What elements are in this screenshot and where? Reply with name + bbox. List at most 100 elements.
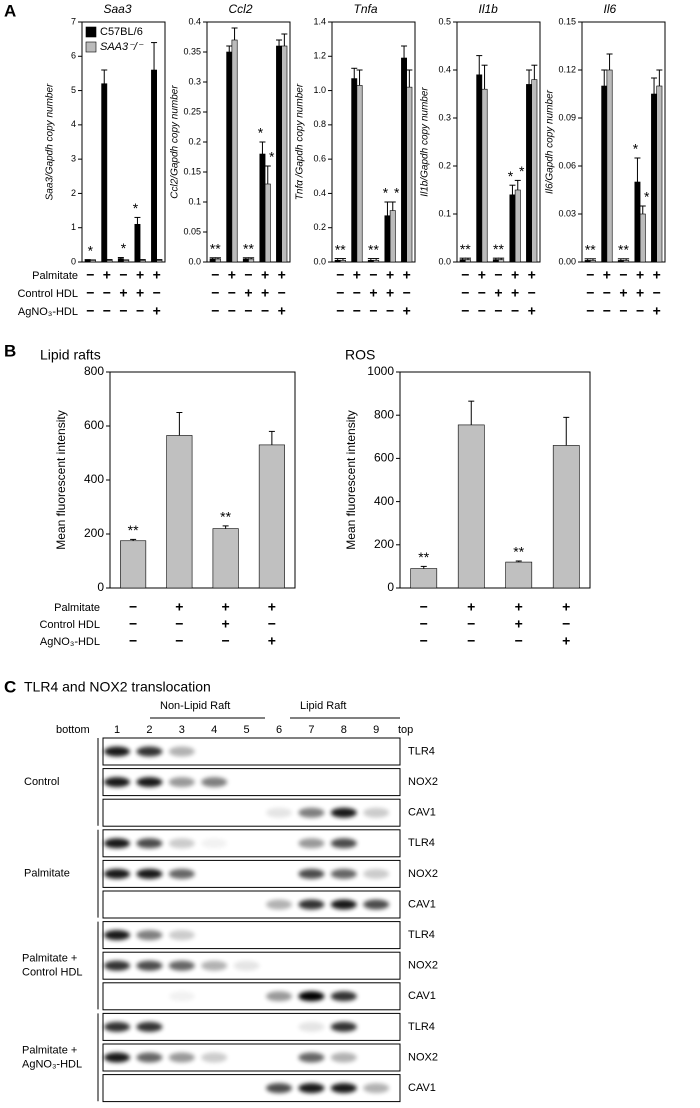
band-label: CAV1 (408, 990, 436, 1002)
bar (589, 260, 596, 263)
band-label: TLR4 (408, 837, 435, 849)
blot-band (266, 899, 292, 910)
bar (84, 259, 91, 263)
treatment-mark: − (369, 267, 377, 283)
chart-title: Lipid rafts (40, 347, 101, 363)
treatment-label: AgNO₃-HDL (40, 636, 100, 648)
blot-strip (102, 737, 401, 766)
y-axis-label: Saa3/Gapdh copy number (45, 83, 56, 200)
group-label: Palmitate + (22, 953, 77, 965)
treatment-mark: − (211, 303, 219, 319)
band-label: CAV1 (408, 1082, 436, 1094)
blot-band (298, 991, 325, 1002)
blot-band (104, 868, 130, 879)
y-tick-label: 0.1 (188, 196, 201, 206)
bar (166, 435, 193, 589)
blot-band (168, 930, 195, 941)
y-tick-label: 800 (84, 364, 104, 378)
blot-band (363, 868, 390, 879)
y-axis-label: Il6/Gapdh copy number (545, 89, 556, 194)
blot-band (330, 1021, 357, 1032)
treatment-mark: − (386, 303, 394, 319)
blot-band (168, 746, 195, 757)
y-tick-label: 0.35 (183, 46, 201, 56)
lane-number: 6 (276, 724, 282, 736)
blot-band (298, 868, 325, 879)
lane-number: 4 (211, 724, 217, 736)
treatment-mark: + (228, 267, 236, 283)
bar (410, 568, 438, 589)
bar (601, 85, 608, 263)
band-label: TLR4 (408, 1021, 435, 1033)
treatment-mark: − (129, 599, 137, 615)
blot-band (136, 746, 163, 757)
treatment-mark: − (653, 285, 661, 301)
chart-title: ROS (345, 347, 375, 363)
y-tick-label: 200 (374, 537, 394, 551)
treatment-mark: + (478, 267, 486, 283)
treatment-mark: − (86, 303, 94, 319)
y-tick-label: 0.15 (558, 16, 576, 26)
y-tick-label: 0 (387, 580, 394, 594)
blot-band (168, 838, 195, 849)
y-tick-label: 0.0 (188, 256, 201, 266)
treatment-mark: − (511, 303, 519, 319)
blot-band (330, 1083, 357, 1094)
bar (406, 86, 413, 263)
lane-number: 9 (373, 724, 379, 736)
blot-band (136, 777, 163, 788)
treatment-mark: + (403, 267, 411, 283)
significance: * (644, 189, 650, 205)
treatment-mark: − (586, 285, 594, 301)
y-tick-label: 0.06 (558, 160, 576, 170)
y-tick-label: 5 (71, 85, 76, 95)
significance: ** (460, 241, 471, 257)
treatment-mark: − (175, 633, 183, 649)
treatment-mark: − (261, 303, 269, 319)
y-tick-label: 6 (71, 51, 76, 61)
y-tick-label: 0.05 (183, 226, 201, 236)
region-label: Non-Lipid Raft (160, 700, 230, 712)
treatment-mark: − (175, 616, 183, 632)
treatment-mark: + (528, 303, 536, 319)
y-tick-label: 0.8 (313, 119, 326, 129)
treatment-label: Palmitate (32, 270, 78, 282)
treatment-mark: − (478, 303, 486, 319)
y-tick-label: 7 (71, 16, 76, 26)
y-tick-label: 1.0 (313, 85, 326, 95)
treatment-mark: + (386, 285, 394, 301)
treatment-mark: − (478, 285, 486, 301)
y-tick-label: 0.2 (313, 222, 326, 232)
significance: ** (585, 242, 596, 258)
legend-swatch (85, 41, 97, 53)
treatment-mark: + (386, 267, 394, 283)
blot-band (136, 930, 163, 941)
y-tick-label: 0 (97, 580, 104, 594)
blot-band (136, 960, 163, 971)
y-tick-label: 0.2 (188, 136, 201, 146)
y-tick-label: 3 (71, 154, 76, 164)
treatment-mark: + (353, 267, 361, 283)
panel-label: B (4, 341, 16, 360)
bar (623, 260, 630, 263)
treatment-mark: + (175, 599, 183, 615)
bar (226, 51, 233, 263)
treatment-mark: − (86, 285, 94, 301)
bar (639, 213, 646, 263)
blot-band (201, 960, 228, 971)
y-tick-label: 0.3 (188, 76, 201, 86)
chart-title: Il6 (604, 2, 617, 16)
blot-band (330, 1052, 357, 1063)
treatment-mark: − (129, 633, 137, 649)
treatment-mark: + (136, 285, 144, 301)
bar (259, 153, 266, 263)
y-tick-label: 0.25 (183, 106, 201, 116)
bar (584, 260, 591, 263)
bar (134, 223, 141, 263)
treatment-mark: − (461, 285, 469, 301)
significance: ** (513, 544, 524, 560)
blot-band (201, 1052, 228, 1063)
treatment-mark: − (420, 616, 428, 632)
significance: ** (493, 241, 504, 257)
